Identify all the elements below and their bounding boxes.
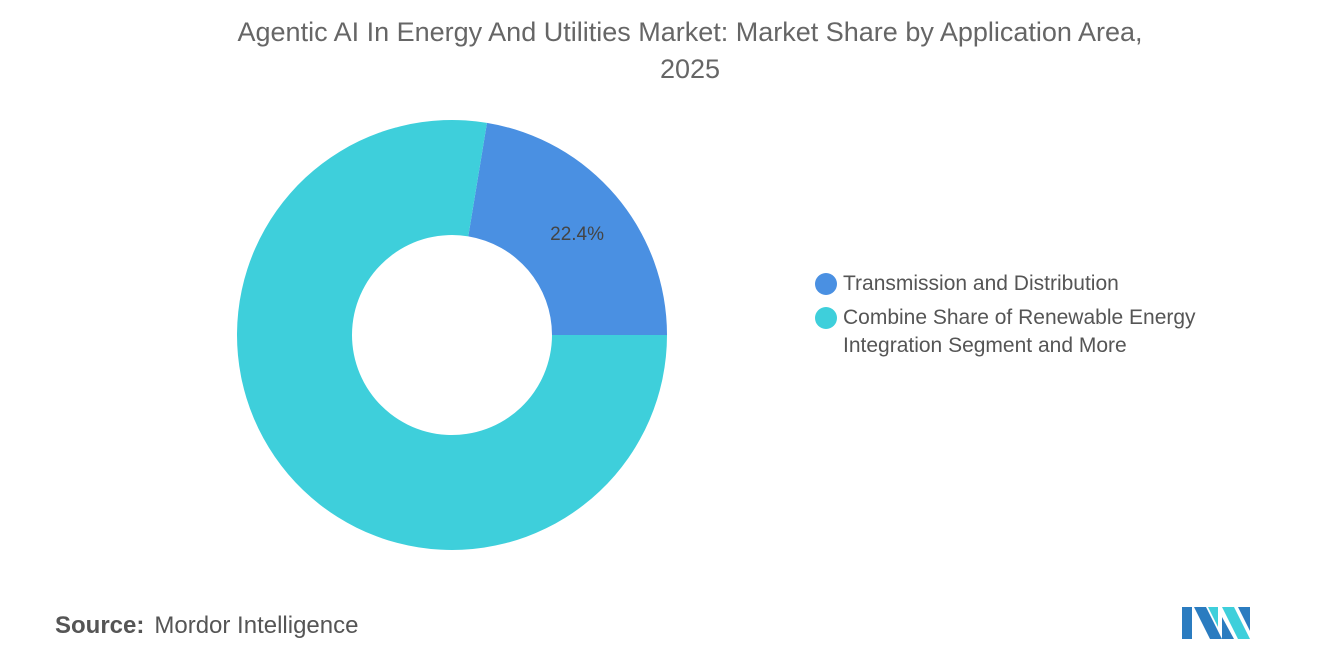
source-label: Source: (55, 612, 145, 639)
source-value: Mordor Intelligence (154, 612, 359, 639)
legend-item-combined: Combine Share of Renewable Energy Integr… (815, 304, 1233, 360)
slice-1 (237, 120, 667, 550)
donut-chart: 22.4% (237, 120, 667, 550)
source-note: Source: Mordor Intelligence (55, 612, 358, 640)
title-line-1: Agentic AI In Energy And Utilities Marke… (237, 17, 1143, 47)
mordor-logo (1182, 607, 1250, 639)
legend-marker (815, 307, 837, 329)
slice-0 (468, 122, 667, 335)
title-line-2: 2025 (659, 54, 721, 84)
legend-marker (815, 273, 837, 295)
legend: Transmission and Distribution Combine Sh… (815, 270, 1233, 366)
legend-item-transmission: Transmission and Distribution (815, 270, 1233, 298)
legend-label: Combine Share of Renewable Energy Integr… (843, 306, 1196, 357)
chart-title: Agentic AI In Energy And Utilities Marke… (0, 14, 1320, 88)
data-label-0: 22.4% (550, 224, 604, 245)
legend-label: Transmission and Distribution (843, 272, 1119, 295)
